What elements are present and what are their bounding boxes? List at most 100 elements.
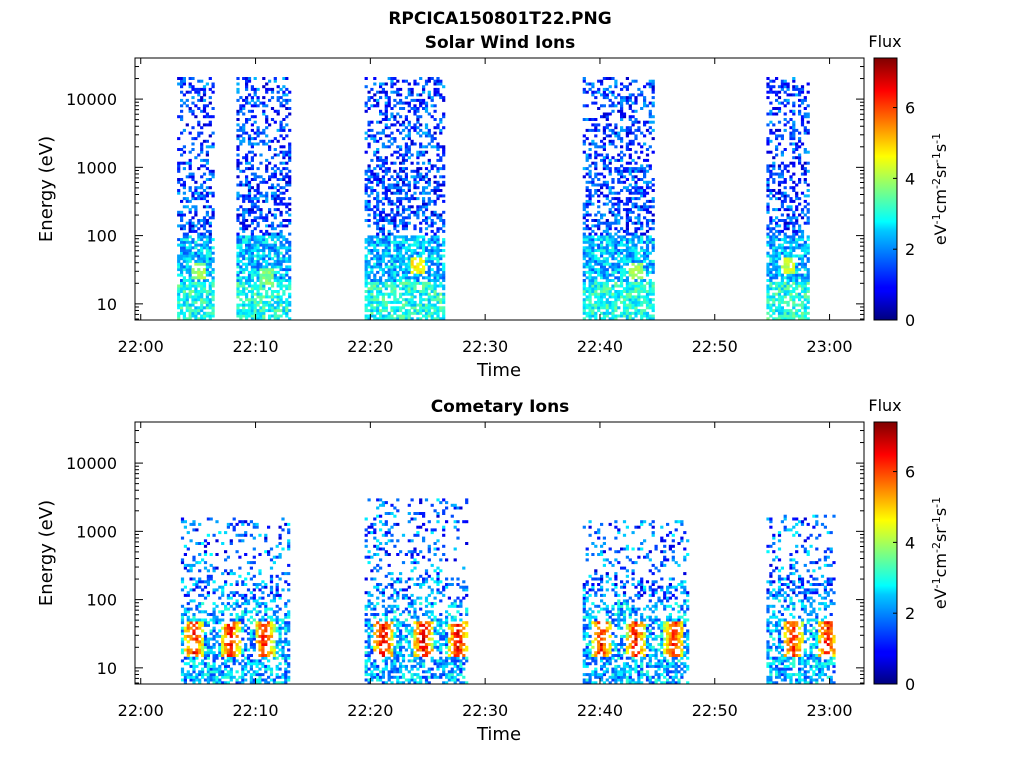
flux-cell (582, 246, 586, 250)
flux-cell (379, 309, 383, 313)
flux-cell (262, 199, 266, 203)
flux-cell (279, 96, 283, 100)
flux-cell (268, 276, 272, 280)
flux-cell (625, 309, 629, 313)
flux-cell (393, 224, 397, 228)
flux-cell (276, 90, 280, 94)
flux-cell (399, 295, 403, 299)
flux-cell (786, 208, 790, 212)
flux-cell (370, 238, 374, 242)
flux-cell (622, 257, 627, 261)
flux-cell (370, 169, 374, 173)
flux-cell (183, 681, 187, 685)
flux-cell (404, 194, 408, 198)
flux-cell (239, 169, 243, 173)
flux-cell (191, 191, 195, 195)
flux-cell (188, 292, 192, 296)
flux-cell (611, 292, 615, 296)
flux-cell (803, 281, 807, 285)
flux-cell (387, 186, 391, 190)
flux-cell (614, 268, 618, 272)
flux-cell (253, 311, 257, 315)
flux-cell (424, 104, 429, 108)
flux-cell (247, 306, 252, 310)
flux-cell (806, 115, 810, 119)
flux-cell (236, 279, 240, 282)
flux-cell (777, 208, 782, 212)
flux-cell (205, 235, 209, 239)
flux-cell (205, 205, 209, 209)
flux-cell (200, 254, 204, 258)
flux-cell (651, 82, 655, 86)
flux-cell (803, 178, 807, 181)
flux-cell (393, 270, 397, 274)
flux-cell (276, 306, 280, 310)
flux-cell (772, 180, 776, 184)
flux-cell (200, 262, 204, 266)
flux-cell (265, 254, 269, 258)
flux-cell (611, 262, 615, 266)
flux-cell (605, 268, 609, 272)
flux-cell (399, 219, 403, 222)
flux-cell (430, 262, 434, 266)
flux-cell (270, 268, 275, 272)
flux-cell (766, 205, 770, 209)
flux-cell (628, 240, 632, 244)
flux-cell (189, 577, 193, 581)
flux-cell (410, 87, 414, 91)
flux-cell (376, 243, 380, 247)
flux-cell (282, 219, 286, 222)
flux-cell (789, 137, 793, 141)
flux-cell (430, 134, 434, 138)
flux-cell (192, 618, 196, 622)
flux-cell (643, 123, 647, 127)
flux-cell (582, 257, 586, 261)
flux-cell (373, 150, 377, 154)
flux-cell (265, 243, 269, 247)
flux-cell (780, 298, 784, 302)
flux-cell (250, 257, 254, 261)
flux-cell (206, 580, 210, 584)
flux-cell (253, 243, 257, 247)
flux-cell (205, 104, 209, 108)
flux-cell (387, 202, 391, 206)
flux-cell (242, 309, 246, 313)
flux-cell (253, 115, 257, 119)
flux-cell (381, 281, 385, 285)
flux-cell (239, 276, 243, 280)
flux-cell (594, 306, 598, 310)
flux-cell (177, 243, 181, 247)
flux-cell (433, 213, 437, 217)
flux-cell (413, 227, 417, 231)
flux-cell (396, 156, 400, 160)
flux-cell (594, 96, 598, 100)
flux-cell (180, 629, 185, 633)
flux-cell (433, 145, 437, 149)
flux-cell (611, 311, 615, 315)
flux-cell (273, 79, 277, 83)
flux-cell (800, 246, 805, 250)
flux-cell (191, 221, 195, 225)
flux-cell (399, 287, 403, 291)
flux-cell (643, 194, 647, 198)
flux-cell (786, 300, 790, 304)
flux-cell (194, 240, 198, 244)
flux-cell (422, 90, 426, 94)
flux-cell (279, 235, 283, 239)
flux-cell (600, 259, 604, 263)
flux-cell (786, 194, 790, 198)
flux-cell (648, 120, 652, 124)
flux-cell (597, 300, 601, 304)
flux-cell (634, 311, 638, 315)
flux-cell (410, 276, 414, 280)
flux-cell (212, 654, 216, 657)
flux-cell (384, 82, 388, 86)
flux-cell (399, 281, 403, 285)
flux-cell (401, 120, 406, 124)
flux-cell (588, 189, 592, 192)
flux-cell (436, 268, 440, 272)
flux-cell (792, 210, 796, 214)
flux-cell (209, 678, 213, 682)
flux-cell (376, 175, 380, 179)
flux-cell (600, 292, 604, 296)
